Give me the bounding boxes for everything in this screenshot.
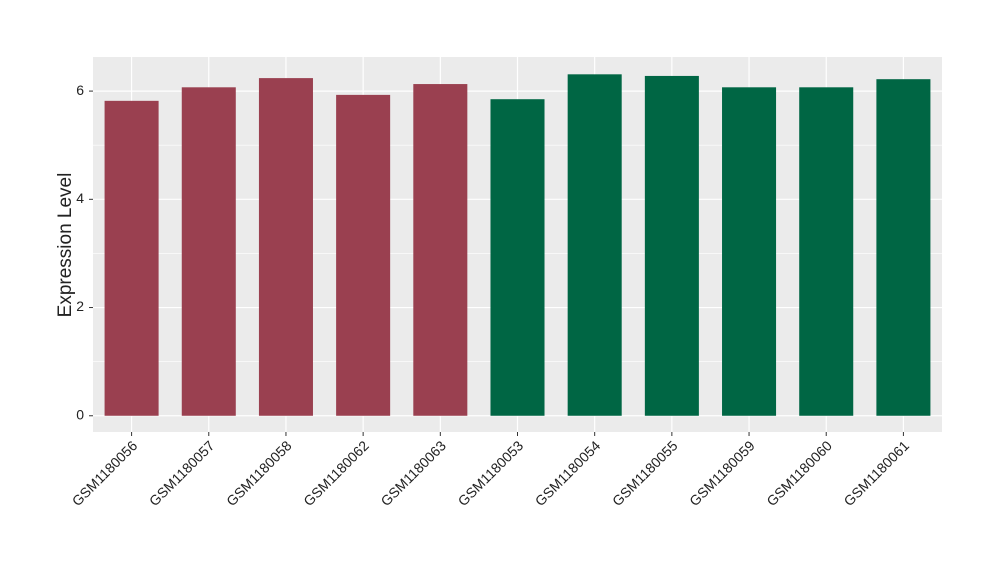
x-tick-label: GSM1180060 xyxy=(763,437,835,509)
y-axis-title: Expression Level xyxy=(55,173,76,318)
bar xyxy=(336,94,391,416)
x-tick-label: GSM1180056 xyxy=(69,437,141,509)
bar xyxy=(644,75,699,416)
x-tick-label: GSM1180058 xyxy=(223,437,295,509)
x-tick-label: GSM1180059 xyxy=(686,437,758,509)
x-tick-label: GSM1180062 xyxy=(300,437,372,509)
x-tick-label: GSM1180057 xyxy=(146,437,218,509)
x-tick-label: GSM1180054 xyxy=(532,437,604,509)
bar xyxy=(104,100,159,416)
bar xyxy=(876,79,931,416)
y-tick-label: 4 xyxy=(76,190,84,206)
bar xyxy=(181,87,236,416)
bar xyxy=(258,78,313,416)
bar xyxy=(799,87,854,416)
y-tick-label: 2 xyxy=(76,298,84,314)
x-tick-label: GSM1180055 xyxy=(609,437,681,509)
x-tick-label: GSM1180053 xyxy=(455,437,527,509)
bar xyxy=(722,87,777,416)
x-tick-label: GSM1180061 xyxy=(840,437,912,509)
bar xyxy=(567,74,622,416)
x-tick-label: GSM1180063 xyxy=(377,437,449,509)
y-tick-label: 6 xyxy=(76,82,84,98)
bar xyxy=(413,84,468,416)
bar xyxy=(490,99,545,416)
y-tick-label: 0 xyxy=(76,406,84,422)
